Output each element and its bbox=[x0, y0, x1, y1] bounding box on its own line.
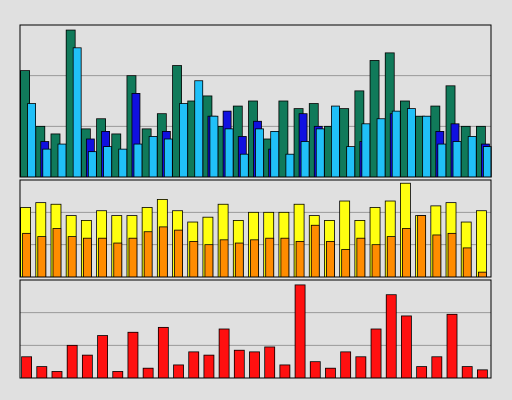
bar bbox=[476, 210, 487, 278]
bar bbox=[295, 241, 305, 278]
bar bbox=[72, 47, 82, 178]
bar bbox=[285, 153, 295, 178]
bar bbox=[234, 242, 244, 278]
bar bbox=[402, 228, 411, 278]
bar bbox=[326, 241, 335, 278]
bar bbox=[22, 232, 31, 278]
bar bbox=[431, 356, 443, 379]
bar bbox=[417, 215, 427, 278]
bar bbox=[174, 229, 183, 278]
bar bbox=[157, 326, 169, 379]
bar bbox=[118, 148, 128, 178]
bar bbox=[477, 369, 488, 379]
bar bbox=[233, 349, 245, 379]
bar bbox=[188, 351, 200, 379]
bar bbox=[340, 351, 352, 379]
bar bbox=[87, 151, 97, 178]
bar bbox=[467, 136, 477, 178]
bar bbox=[97, 335, 108, 379]
bar bbox=[158, 226, 168, 278]
bar bbox=[483, 146, 492, 178]
bar bbox=[189, 241, 199, 278]
bar bbox=[52, 228, 62, 278]
bar bbox=[224, 128, 234, 178]
bar bbox=[51, 371, 63, 379]
bar bbox=[66, 344, 78, 379]
bar bbox=[194, 80, 204, 178]
bar bbox=[239, 153, 249, 178]
bar bbox=[452, 141, 462, 178]
bar bbox=[462, 247, 472, 278]
bar bbox=[315, 128, 325, 178]
bar bbox=[127, 331, 139, 379]
bar bbox=[142, 367, 154, 379]
bar bbox=[82, 237, 92, 278]
bar bbox=[250, 239, 259, 278]
bar bbox=[294, 284, 306, 379]
bar bbox=[42, 148, 52, 178]
plot-border bbox=[19, 179, 492, 278]
bar bbox=[356, 237, 366, 278]
bar bbox=[98, 237, 107, 278]
bar bbox=[391, 110, 401, 178]
bar bbox=[264, 346, 276, 379]
bar bbox=[355, 356, 367, 379]
bar bbox=[81, 354, 93, 379]
bar bbox=[447, 232, 457, 278]
bar bbox=[385, 294, 397, 379]
bar bbox=[133, 143, 143, 178]
bar bbox=[21, 356, 32, 379]
bar bbox=[113, 242, 123, 278]
bar bbox=[280, 237, 290, 278]
bar bbox=[370, 328, 382, 379]
bar bbox=[478, 271, 487, 278]
plot-border bbox=[19, 24, 492, 178]
bar bbox=[37, 236, 47, 278]
bar bbox=[219, 239, 229, 278]
bar bbox=[310, 224, 320, 278]
bar bbox=[270, 130, 280, 178]
bar bbox=[36, 366, 48, 379]
bar bbox=[27, 103, 36, 178]
bar bbox=[422, 115, 432, 178]
bar bbox=[163, 138, 173, 178]
bar bbox=[143, 231, 153, 278]
bar bbox=[249, 351, 260, 379]
bar bbox=[432, 234, 442, 278]
bar bbox=[346, 146, 356, 178]
bar bbox=[204, 244, 214, 278]
bar bbox=[401, 315, 412, 379]
bar bbox=[300, 141, 310, 178]
bar bbox=[67, 236, 77, 278]
plot-border bbox=[19, 279, 492, 379]
bar bbox=[437, 143, 447, 178]
bar bbox=[386, 236, 396, 278]
bar bbox=[148, 136, 158, 178]
bar bbox=[103, 146, 112, 178]
bar bbox=[173, 364, 184, 379]
bar bbox=[218, 328, 230, 379]
bar bbox=[279, 364, 291, 379]
bar bbox=[209, 115, 219, 178]
bar bbox=[179, 103, 188, 178]
bar bbox=[446, 313, 458, 379]
bar bbox=[265, 237, 275, 278]
bar bbox=[255, 128, 264, 178]
bar bbox=[341, 249, 351, 278]
bar bbox=[371, 244, 381, 278]
bar bbox=[376, 118, 386, 178]
bar bbox=[461, 366, 473, 379]
bar bbox=[309, 361, 321, 379]
bar bbox=[416, 366, 428, 379]
bar bbox=[57, 143, 67, 178]
bar bbox=[407, 108, 416, 178]
bar bbox=[361, 123, 371, 178]
bar bbox=[331, 105, 340, 178]
bar bbox=[112, 371, 124, 379]
bar bbox=[325, 367, 336, 379]
bar bbox=[203, 354, 215, 379]
bar bbox=[128, 237, 138, 278]
